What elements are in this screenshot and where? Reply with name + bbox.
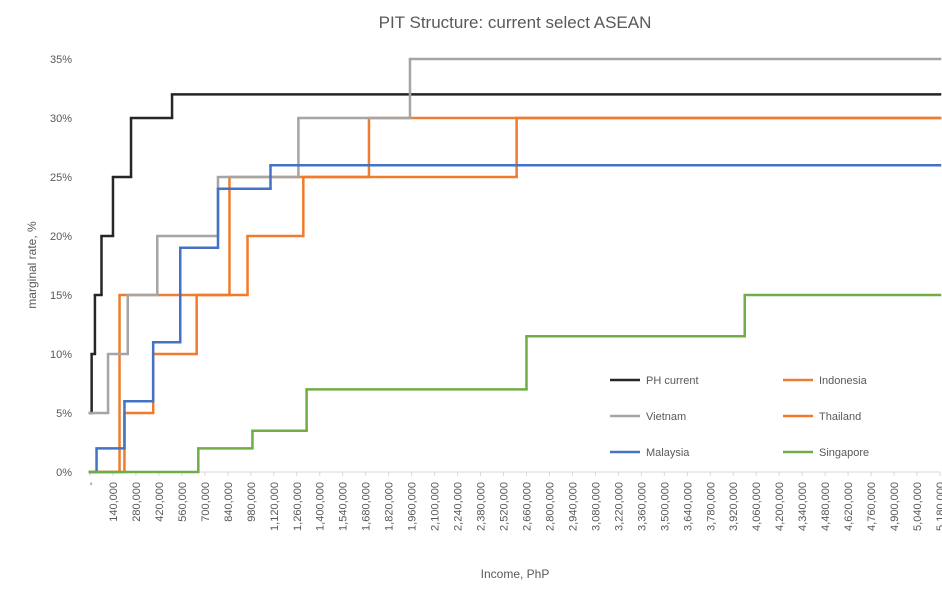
- x-tick-label: 140,000: [108, 482, 120, 522]
- x-tick-label: 3,780,000: [705, 482, 717, 531]
- x-tick-label: 420,000: [154, 482, 166, 522]
- x-tick-label: 2,100,000: [430, 482, 442, 531]
- x-tick-label: 4,200,000: [774, 482, 786, 531]
- x-tick-label: 2,520,000: [499, 482, 511, 531]
- x-tick-label: 2,800,000: [544, 482, 556, 531]
- y-tick-label: 35%: [50, 54, 72, 66]
- y-tick-label: 15%: [50, 290, 72, 302]
- legend-label: PH current: [646, 375, 699, 387]
- x-tick-label: 3,080,000: [590, 482, 602, 531]
- x-tick-label: 840,000: [223, 482, 235, 522]
- y-axis-title: marginal rate, %: [25, 221, 39, 309]
- x-tick-label: -: [85, 482, 97, 486]
- x-tick-label: 2,380,000: [476, 482, 488, 531]
- x-tick-label: 4,340,000: [797, 482, 809, 531]
- x-tick-label: 700,000: [200, 482, 212, 522]
- x-tick-label: 1,680,000: [361, 482, 373, 531]
- series-line: [88, 57, 942, 415]
- legend-label: Malaysia: [646, 447, 690, 459]
- series-line: [88, 163, 942, 474]
- legend-label: Singapore: [819, 447, 869, 459]
- x-tick-label: 980,000: [246, 482, 258, 522]
- x-tick-label: 4,480,000: [820, 482, 832, 531]
- legend-label: Vietnam: [646, 411, 686, 423]
- x-tick-label: 5,040,000: [912, 482, 924, 531]
- x-tick-label: 3,360,000: [636, 482, 648, 531]
- y-tick-label: 0%: [56, 467, 72, 479]
- legend-label: Indonesia: [819, 375, 868, 387]
- x-tick-label: 1,400,000: [315, 482, 327, 531]
- series-line: [88, 93, 942, 415]
- y-tick-label: 10%: [50, 349, 72, 361]
- x-tick-label: 3,920,000: [728, 482, 740, 531]
- x-tick-label: 1,820,000: [384, 482, 396, 531]
- x-axis-title: Income, PhP: [481, 567, 550, 581]
- y-tick-label: 20%: [50, 231, 72, 243]
- series-line: [88, 116, 942, 474]
- x-tick-label: 3,500,000: [659, 482, 671, 531]
- x-tick-label: 2,240,000: [453, 482, 465, 531]
- x-tick-label: 280,000: [131, 482, 143, 522]
- x-tick-label: 4,060,000: [751, 482, 763, 531]
- y-tick-label: 5%: [56, 408, 72, 420]
- x-tick-label: 4,620,000: [843, 482, 855, 531]
- y-tick-label: 25%: [50, 172, 72, 184]
- x-tick-label: 2,660,000: [521, 482, 533, 531]
- x-tick-label: 1,120,000: [269, 482, 281, 531]
- chart-title: PIT Structure: current select ASEAN: [379, 13, 652, 32]
- x-tick-label: 4,900,000: [889, 482, 901, 531]
- x-tick-label: 4,760,000: [866, 482, 878, 531]
- x-tick-label: 5,180,000: [935, 482, 942, 531]
- x-tick-label: 2,940,000: [567, 482, 579, 531]
- series-line: [88, 293, 942, 474]
- x-tick-label: 3,640,000: [682, 482, 694, 531]
- legend-label: Thailand: [819, 411, 861, 423]
- x-tick-label: 560,000: [177, 482, 189, 522]
- y-tick-label: 30%: [50, 113, 72, 125]
- x-tick-label: 1,540,000: [338, 482, 350, 531]
- x-tick-label: 1,260,000: [292, 482, 304, 531]
- x-tick-label: 1,960,000: [407, 482, 419, 531]
- x-tick-label: 3,220,000: [613, 482, 625, 531]
